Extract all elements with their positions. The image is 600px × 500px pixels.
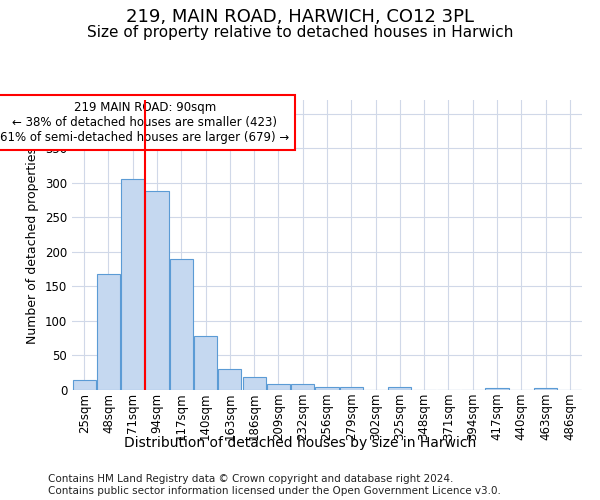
Bar — [388, 386, 412, 390]
Text: Distribution of detached houses by size in Harwich: Distribution of detached houses by size … — [124, 436, 476, 450]
Text: Contains HM Land Registry data © Crown copyright and database right 2024.: Contains HM Land Registry data © Crown c… — [48, 474, 454, 484]
Bar — [485, 388, 509, 390]
Text: Size of property relative to detached houses in Harwich: Size of property relative to detached ho… — [87, 25, 513, 40]
Bar — [97, 274, 120, 390]
Bar — [73, 380, 95, 390]
Bar — [194, 336, 217, 390]
Bar — [242, 377, 266, 390]
Bar — [121, 180, 144, 390]
Text: 219 MAIN ROAD: 90sqm
← 38% of detached houses are smaller (423)
61% of semi-deta: 219 MAIN ROAD: 90sqm ← 38% of detached h… — [0, 102, 289, 144]
Bar — [340, 386, 363, 390]
Bar — [316, 386, 338, 390]
Bar — [170, 259, 193, 390]
Bar — [267, 384, 290, 390]
Text: 219, MAIN ROAD, HARWICH, CO12 3PL: 219, MAIN ROAD, HARWICH, CO12 3PL — [126, 8, 474, 26]
Bar — [534, 388, 557, 390]
Bar — [291, 384, 314, 390]
Bar — [145, 191, 169, 390]
Y-axis label: Number of detached properties: Number of detached properties — [26, 146, 40, 344]
Bar — [218, 368, 241, 390]
Text: Contains public sector information licensed under the Open Government Licence v3: Contains public sector information licen… — [48, 486, 501, 496]
